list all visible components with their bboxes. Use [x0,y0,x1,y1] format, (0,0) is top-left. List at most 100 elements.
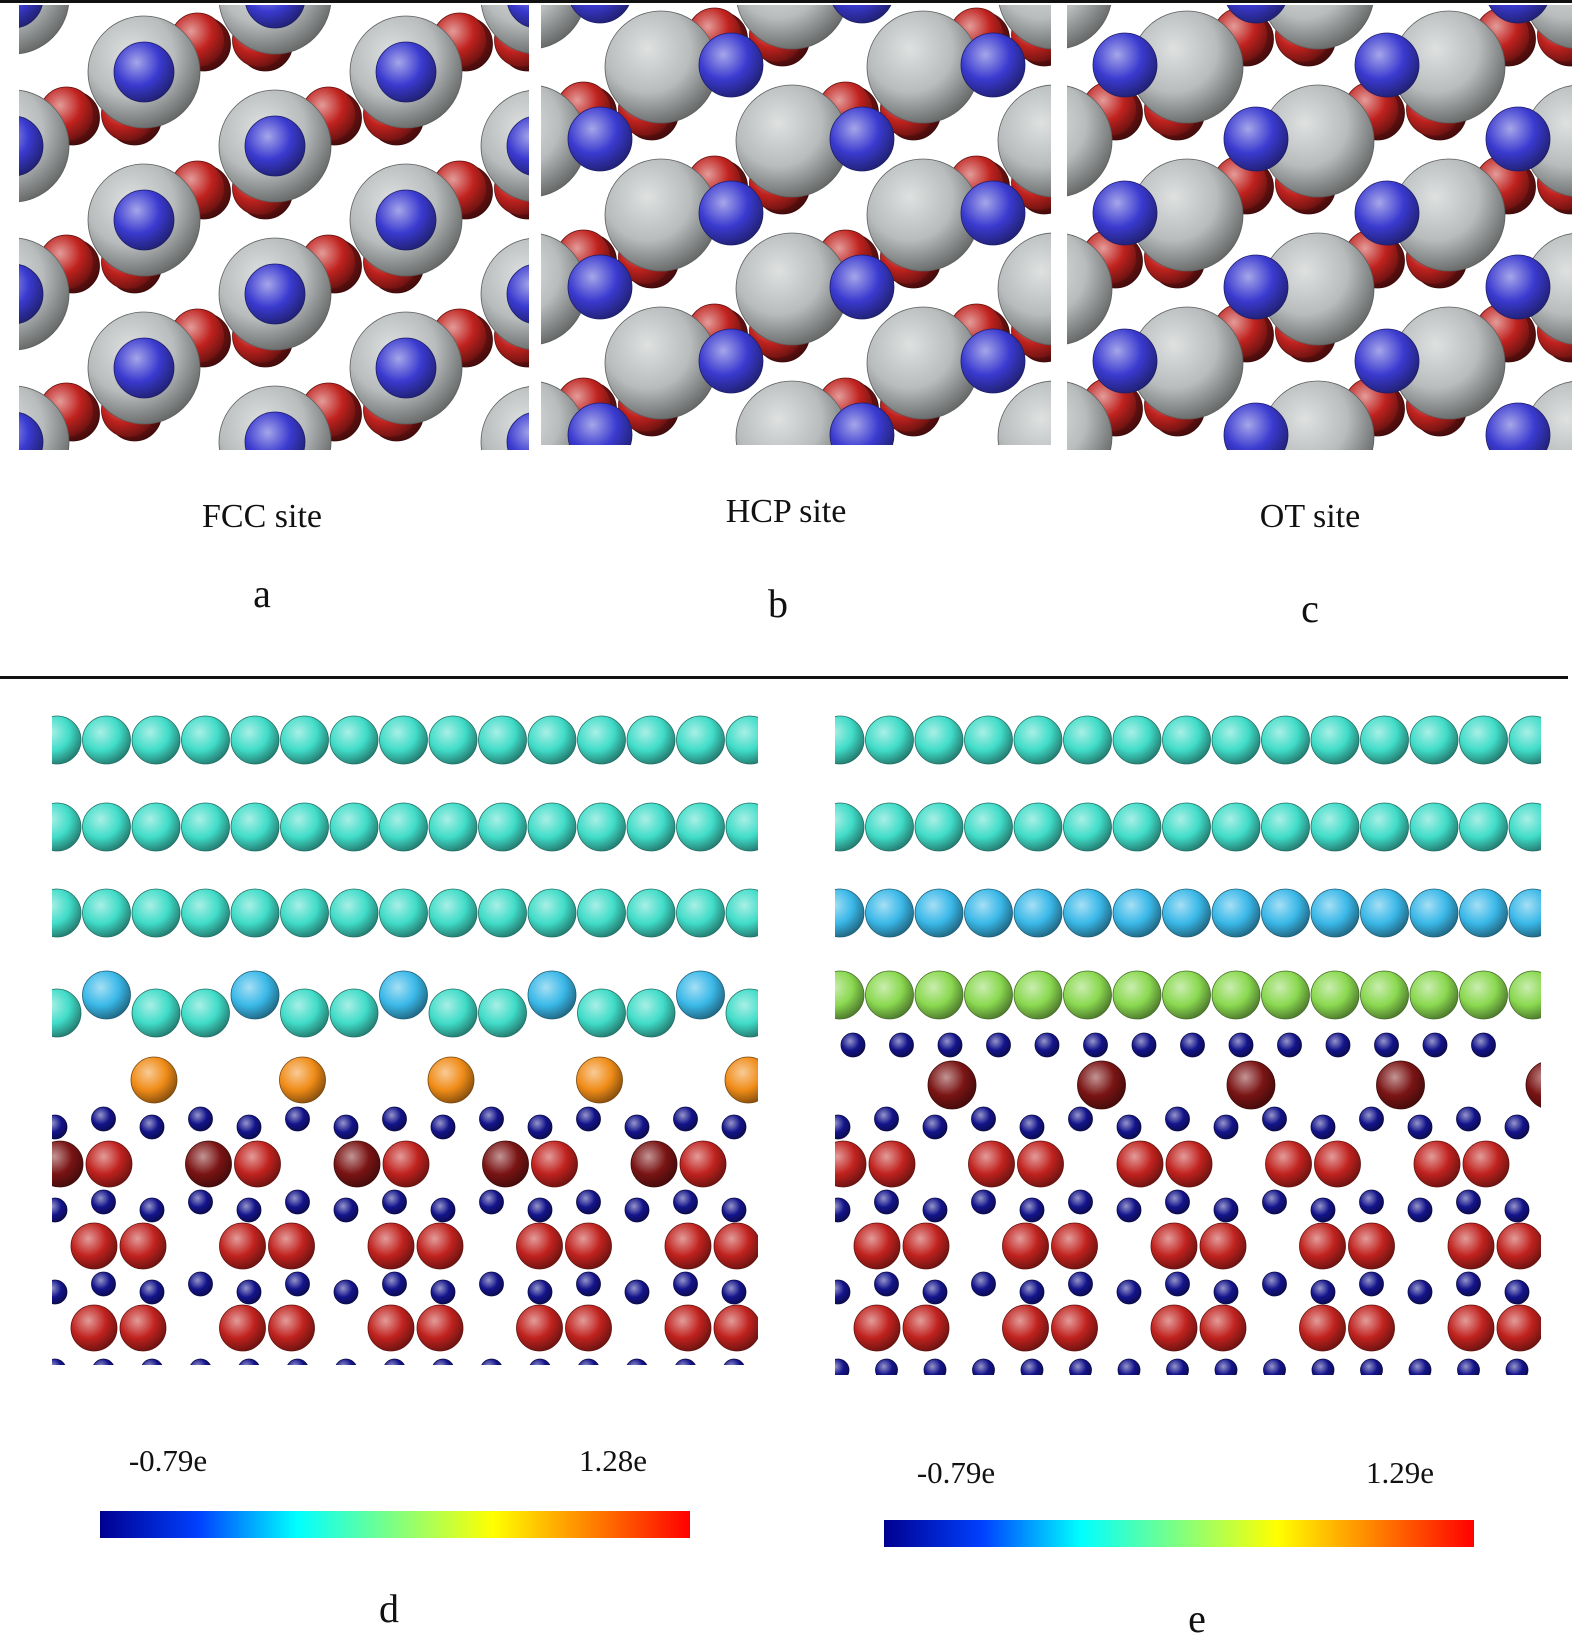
metal-layer-atom [865,715,914,765]
metal-layer-atom [1459,802,1508,852]
metal-layer-atom [1360,715,1409,765]
metal-layer-atom [1261,715,1310,765]
interface-metal-atom-raised [527,970,577,1020]
substrate-cation-atom [430,1197,456,1223]
substrate-cation-atom [1165,1106,1190,1132]
substrate-cation-atom [624,1114,650,1140]
substrate-cation-atom [1359,1189,1384,1215]
metal-layer-atom [1162,888,1211,938]
substrate-cation-atom [479,1189,504,1215]
substrate-oxygen-atom [1348,1304,1395,1352]
adsorbate-atom-fcc [113,337,175,399]
substrate-cation-atom [1213,1197,1239,1223]
substrate-cation-atom [1116,1114,1142,1140]
adsorbate-atom-ot [1092,32,1158,98]
substrate-cation-atom [52,1197,68,1223]
substrate-oxygen-atom [1496,1304,1541,1352]
metal-atom [19,89,70,203]
adsorbate-atom-ot [1223,106,1289,172]
substrate-cation-atom [1019,1279,1045,1305]
adsorbate-atom-hcp [567,402,633,445]
substrate-oxygen-atom [835,1140,867,1188]
metal-layer-atom [1112,715,1162,765]
metal-layer-atom [280,715,329,765]
interface-cation-atom [840,1032,866,1058]
adsorbate-atom-hcp [829,254,895,320]
adsorbate-atom-fcc [245,5,305,29]
interface-metal-atom [725,988,758,1038]
metal-layer-atom [329,802,379,852]
substrate-cation-atom [1116,1197,1142,1223]
substrate-oxygen-atom [1002,1222,1049,1270]
metal-layer-atom [676,715,725,765]
metal-layer-atom [527,888,577,938]
metal-layer-atom [181,888,230,938]
substrate-cation-atom [1262,1189,1287,1215]
interface-cation-atom [1131,1032,1157,1058]
substrate-oxygen-atom [516,1222,563,1270]
metal-layer-atom [964,802,1013,852]
substrate-cation-atom [922,1197,948,1223]
adsorbate-atom-ot [1092,180,1158,246]
interface-metal-atom [52,988,82,1038]
interface-cation-atom [1471,1032,1496,1058]
top-divider [0,0,1572,3]
interface-cation-atom [1180,1032,1205,1058]
substrate-cation-atom [874,1271,899,1297]
metal-atom [19,237,70,351]
adsorbate-atom-hcp [698,328,764,394]
interface-cation-atom [889,1032,914,1058]
substrate-cation-atom [874,1189,899,1215]
substrate-cation-atom [1214,1358,1238,1375]
colorbar-e-max: 1.29e [1365,1455,1435,1490]
metal-layer-atom [230,888,280,938]
metal-layer-atom [835,802,865,852]
substrate-cation-atom [1068,1189,1093,1215]
substrate-oxygen-atom [531,1140,578,1188]
interface-metal-atom-raised [230,970,280,1020]
interface-cation-atom [1034,1032,1060,1058]
adsorbate-atom-hcp [570,5,630,24]
adsorbate-atom-ot [1354,180,1420,246]
adsorbate-atom-hcp [829,402,895,445]
metal-layer-atom [280,802,329,852]
substrate-oxygen-atom [234,1140,281,1188]
substrate-cation-atom [1407,1197,1433,1223]
metal-layer-atom [1360,802,1409,852]
substrate-cation-atom [875,1358,898,1375]
substrate-cation-atom [1165,1189,1190,1215]
substrate-oxygen-atom [85,1140,133,1188]
adsorbate-atom-fcc [19,412,44,450]
substrate-cation-atom [481,1358,502,1365]
interface-metal-atom-raised [82,970,131,1020]
substrate-oxygen-atom [382,1140,430,1188]
interface-metal-atom [1112,970,1162,1020]
substrate-cation-atom [190,1358,211,1365]
substrate-oxygen-atom [367,1222,415,1270]
adsorbate-atom-fcc [19,5,43,28]
substrate-cation-atom [139,1114,165,1140]
adsorbate-atom-hcp [829,106,895,172]
substrate-cation-atom [527,1279,553,1305]
substrate-cation-atom [1213,1114,1239,1140]
metal-layer-atom [914,715,964,765]
substrate-cation-atom [1068,1271,1093,1297]
metal-layer-atom [82,888,131,938]
substrate-cation-atom [673,1106,698,1132]
adsorbate-atom-ot [1354,328,1420,394]
panel-d-side-view [52,715,758,1365]
substrate-cation-atom [922,1279,948,1305]
metal-layer-atom [1112,802,1162,852]
adsorbate-atom-hcp [567,106,633,172]
metal-layer-atom [1360,888,1409,938]
metal-layer-atom [181,715,230,765]
adsorbate-atom-hcp [567,254,633,320]
metal-atom [997,380,1051,445]
substrate-cation-atom [382,1106,407,1132]
panel-e-side-view [835,715,1541,1375]
substrate-oxygen-atom [1348,1222,1395,1270]
metal-layer-atom [1508,715,1541,765]
substrate-cation-atom [236,1114,262,1140]
adsorbate-atom-hcp [832,5,892,24]
metal-layer-atom [379,888,428,938]
